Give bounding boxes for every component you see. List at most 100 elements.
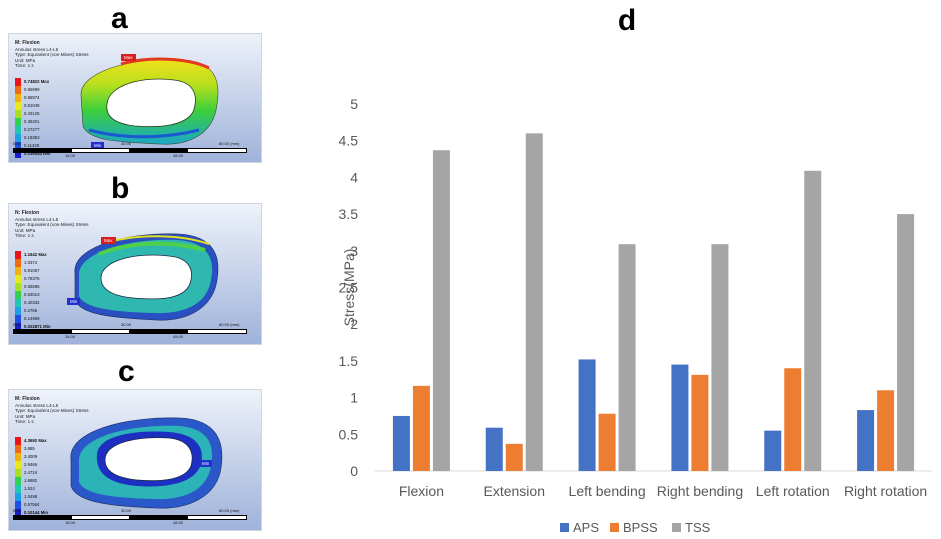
- legend-swatch: [15, 291, 21, 299]
- legend-swatch: [15, 315, 21, 323]
- legend-value: 0.51049: [24, 103, 40, 108]
- scale-tick-label: 15.00: [65, 520, 76, 525]
- legend-swatch: [15, 283, 21, 291]
- scale-tick-label: 30.00: [121, 322, 132, 327]
- legend-value: 0.53013: [24, 292, 40, 297]
- y-tick-label: 5: [350, 96, 358, 112]
- chart-legend: APS BPSS TSS: [560, 520, 711, 535]
- fea-panel-b: N: Flexion Annulus stress L4-L5 Type: Eq…: [8, 203, 262, 345]
- legend-value: 2.9466: [24, 462, 38, 467]
- fea-subtitle: Annulus stress L4-L5: [15, 402, 59, 408]
- legend-value: 0.27277: [24, 127, 40, 132]
- scale-tick-label: 60.00 (mm): [219, 508, 240, 513]
- legend-value: 1.1642 Max: [24, 252, 47, 257]
- legend-swatch: [15, 118, 21, 126]
- y-axis-ticks: 0 0.5 1 1.5 2 2.5 3 3.5 4 4.5 5: [339, 96, 359, 479]
- fea-title: M: Flexion: [15, 40, 40, 46]
- y-axis-label: Stress(MPa): [341, 249, 357, 327]
- legend-swatch-aps: [560, 523, 569, 532]
- legend-value: 0.40332: [24, 300, 40, 305]
- bar-aps-left-rotation: [764, 430, 782, 471]
- fea-type: Type: Equivalent (von-Mises) Stress: [15, 222, 89, 228]
- y-tick-label: 1.5: [339, 353, 359, 369]
- legend-swatch: [15, 275, 21, 283]
- bar-aps-left-bending: [578, 359, 596, 471]
- fea-time: Time: 1 s: [15, 233, 34, 239]
- scale-tick-label: 30.00: [121, 141, 132, 146]
- scale-tick-label: 0.00: [13, 322, 21, 327]
- scale-segment: [13, 329, 73, 334]
- scale-tick-label: 45.00: [173, 153, 184, 158]
- legend-value: 0.035044 Min: [24, 151, 51, 156]
- fea-type: Type: Equivalent (von-Mises) Stress: [15, 408, 89, 414]
- y-tick-label: 1: [350, 390, 358, 406]
- legend-value: 0.74822 Max: [24, 79, 50, 84]
- min-stress-tag: Min: [91, 142, 105, 149]
- legend-swatch: [15, 437, 21, 445]
- fea-unit: Unit: MPa: [15, 227, 36, 233]
- legend-swatch: [15, 110, 21, 118]
- y-tick-label: 3: [350, 243, 358, 259]
- scale-tick-label: 45.00: [173, 520, 184, 525]
- legend-value: 0.43125: [24, 111, 40, 116]
- scale-segment: [13, 515, 73, 520]
- x-tick-label: Right bending: [657, 483, 743, 499]
- x-tick-label: Flexion: [399, 483, 444, 499]
- fea-subtitle: Annulus stress L4-L5: [15, 46, 59, 52]
- bar-tss-right-bending: [711, 244, 729, 471]
- legend-value: 0.10144 Min: [24, 510, 49, 515]
- disc-stress-contour-c: [70, 417, 223, 509]
- bar-series: [392, 133, 915, 472]
- legend-swatch: [15, 251, 21, 259]
- legend-swatch: [15, 267, 21, 275]
- bar-bpss-left-rotation: [784, 368, 802, 471]
- legend-value: 3.4009: [24, 454, 38, 459]
- scale-segment: [71, 515, 131, 520]
- legend-value: 1.9882: [24, 478, 38, 483]
- legend-swatch: [15, 94, 21, 102]
- legend-swatch: [15, 102, 21, 110]
- legend-swatch: [15, 485, 21, 493]
- legend-swatch: [15, 86, 21, 94]
- scale-tick-label: 60.00 (mm): [219, 141, 240, 146]
- legend-swatch: [15, 259, 21, 267]
- max-stress-tag: Max: [101, 237, 116, 244]
- legend-swatch: [15, 453, 21, 461]
- legend-swatch: [15, 134, 21, 142]
- bar-bpss-extension: [505, 443, 523, 471]
- stress-bar-chart: d Stress(MPa) 0 0.5 1 1.5 2 2.5 3 3.5 4 4.5 5 Flex…: [339, 4, 932, 535]
- legend-value: 1.524: [24, 486, 35, 491]
- scale-segment: [13, 148, 73, 153]
- panel-label-a: a: [111, 2, 128, 35]
- bar-tss-extension: [525, 133, 543, 472]
- x-axis-ticks: Flexion Extension Left bending Right bendin…: [399, 483, 927, 499]
- bar-bpss-right-rotation: [877, 390, 895, 471]
- fea-title: M: Flexion: [15, 396, 40, 402]
- y-tick-label: 3.5: [339, 206, 359, 222]
- legend-swatch: [15, 78, 21, 86]
- legend-value: 0.2765: [24, 308, 38, 313]
- legend-swatch: [15, 493, 21, 501]
- legend-swatch-bpss: [610, 523, 619, 532]
- scale-segment: [71, 148, 131, 153]
- bar-tss-left-rotation: [804, 170, 822, 471]
- legend-swatch: [15, 299, 21, 307]
- disc-stress-contour-a: [80, 57, 219, 145]
- fea-panel-c: M: Flexion Annulus stress L4-L5 Type: Eq…: [8, 389, 262, 531]
- legend-value: 0.66999: [24, 87, 40, 92]
- legend-swatch: [15, 126, 21, 134]
- legend-value: 0.11429: [24, 143, 40, 148]
- fea-header: M: Flexion Annulus stress L4-L5 Type: Eq…: [15, 40, 89, 69]
- panel-label-b: b: [111, 172, 130, 205]
- fea-unit: Unit: MPa: [15, 57, 36, 63]
- fea-time: Time: 1 s: [15, 63, 34, 69]
- legend-swatch: [15, 469, 21, 477]
- legend-value: 0.78376: [24, 276, 40, 281]
- bar-aps-right-bending: [671, 364, 689, 471]
- scale-segment: [187, 148, 247, 153]
- fea-header: N: Flexion Annulus stress L4-L5 Type: Eq…: [15, 210, 89, 239]
- y-tick-label: 0.5: [339, 426, 359, 442]
- y-tick-label: 4.5: [339, 133, 359, 149]
- fea-subtitle: Annulus stress L4-L5: [15, 216, 59, 222]
- scale-segment: [71, 329, 131, 334]
